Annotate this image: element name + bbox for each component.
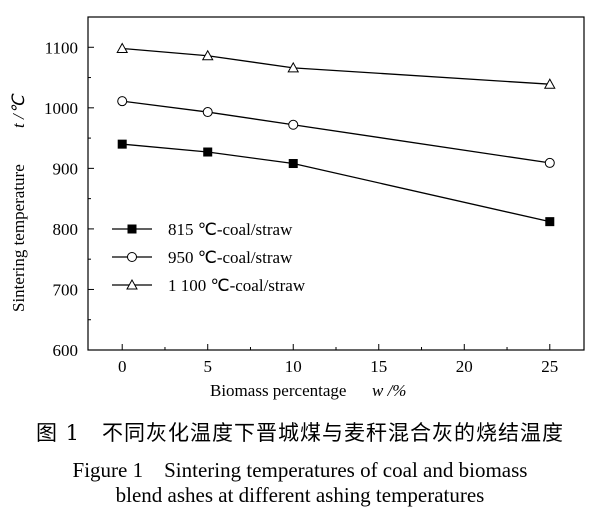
data-point-series-1 <box>202 107 213 118</box>
legend-label-2: 1 100 ℃-coal/straw <box>168 276 306 295</box>
data-point-series-0 <box>288 159 298 169</box>
x-axis-symbol: w /% <box>372 381 406 400</box>
figure-caption-chinese: 图 1 不同灰化温度下晋城煤与麦秆混合灰的烧结温度 <box>35 421 565 445</box>
legend-marker-1 <box>127 252 137 262</box>
figure-caption-english-line1: Figure 1 Sintering temperatures of coal … <box>72 458 528 482</box>
data-point-series-0 <box>117 139 127 149</box>
y-tick-label: 1000 <box>44 99 78 118</box>
x-axis-label: Biomass percentage <box>210 381 346 400</box>
y-tick-label: 600 <box>53 341 79 360</box>
y-axis-label: Sintering temperature <box>9 164 28 312</box>
x-tick-label: 25 <box>541 357 558 376</box>
y-tick-label: 700 <box>53 280 79 299</box>
series-line-2 <box>122 47 550 85</box>
x-tick-label: 5 <box>203 357 212 376</box>
series-line-1 <box>122 100 550 164</box>
legend-label-1: 950 ℃-coal/straw <box>168 248 293 267</box>
legend-marker-0 <box>127 224 137 234</box>
data-point-series-0 <box>545 217 555 227</box>
series-line-0 <box>122 143 550 223</box>
legend: 815 ℃-coal/straw 950 ℃-coal/straw 1 100 ℃-… <box>112 220 306 295</box>
axis-ticks: 0 5 10 15 20 25 600 700 800 900 1000 1100 <box>44 38 558 376</box>
legend-marker-2 <box>126 278 138 290</box>
data-point-series-1 <box>288 119 299 130</box>
data-point-series-2 <box>287 61 300 73</box>
figure-caption-english-line2: blend ashes at different ashing temperat… <box>115 483 485 507</box>
series-lines <box>122 47 550 223</box>
data-point-series-0 <box>203 147 213 157</box>
data-point-series-1 <box>117 96 128 107</box>
data-point-series-2 <box>116 42 129 53</box>
plot-frame <box>87 16 585 351</box>
y-tick-label: 900 <box>53 159 79 178</box>
data-point-series-1 <box>544 157 555 168</box>
data-point-series-2 <box>201 49 214 61</box>
data-point-series-2 <box>543 78 556 89</box>
x-tick-label: 10 <box>285 357 302 376</box>
x-tick-label: 20 <box>456 357 473 376</box>
y-axis-symbol: t /℃ <box>9 93 28 128</box>
x-tick-label: 15 <box>370 357 387 376</box>
series-markers <box>116 42 556 227</box>
x-tick-label: 0 <box>118 357 127 376</box>
legend-label-0: 815 ℃-coal/straw <box>168 220 293 239</box>
y-tick-label: 800 <box>53 220 79 239</box>
y-tick-label: 1100 <box>45 38 78 57</box>
